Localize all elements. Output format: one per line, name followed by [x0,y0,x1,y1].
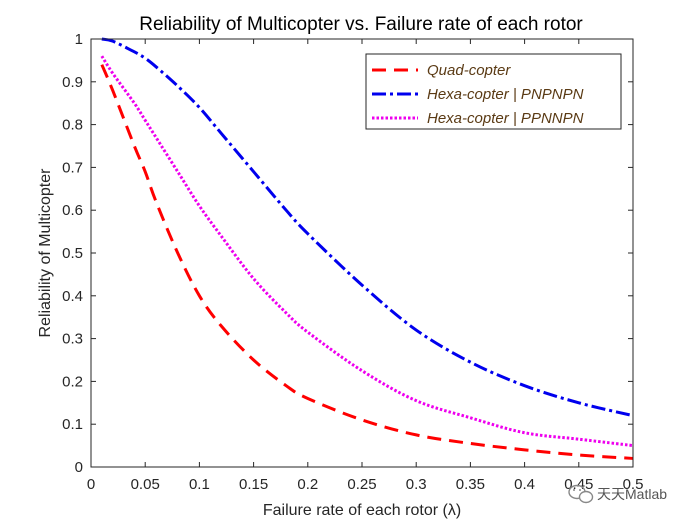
x-axis: 0 0.05 0.1 0.15 0.2 0.25 0.3 0.35 0.4 0.45 0.5 [87,39,644,493]
watermark-text: 天天Matlab [597,486,667,502]
y-axis-label: Reliability of Multicopter [37,168,54,338]
x-tick-label: 0.25 [347,476,376,493]
y-axis: 0 0.1 0.2 0.3 0.4 0.5 0.6 0.7 0.8 0.9 1 [62,31,633,476]
legend-label: Hexa-copter | PNPNPN [427,86,584,103]
x-axis-label: Failure rate of each rotor (λ) [263,502,461,519]
y-tick-label: 0.8 [62,117,83,134]
x-tick-label: 0.45 [564,476,593,493]
x-tick-label: 0.1 [189,476,210,493]
series-line-1 [100,64,634,460]
chart-title: Reliability of Multicopter vs. Failure r… [139,14,583,35]
watermark: 天天Matlab [568,484,667,504]
legend: Quad-copter Hexa-copter | PNPNPN Hexa-copt… [365,53,622,130]
legend-label: Hexa-copter | PPNNPN [427,110,584,127]
x-tick-label: 0.4 [514,476,535,493]
y-tick-label: 0.7 [62,159,83,176]
x-tick-label: 0.5 [623,476,644,493]
y-tick-label: 0.6 [62,202,83,219]
wechat-icon [568,484,594,504]
y-tick-label: 0.5 [62,245,83,262]
y-tick-label: 0.9 [62,74,83,91]
y-tick-label: 0.1 [62,416,83,433]
legend-label: Quad-copter [427,62,511,79]
x-tick-label: 0.05 [131,476,160,493]
legend-entries: Quad-copter Hexa-copter | PNPNPN Hexa-copt… [372,62,584,127]
series-line-3 [100,55,634,448]
x-tick-label: 0.15 [239,476,268,493]
x-tick-label: 0.2 [297,476,318,493]
y-tick-label: 0.2 [62,373,83,390]
x-tick-label: 0.3 [406,476,427,493]
y-tick-label: 1 [75,31,83,48]
y-tick-label: 0 [75,459,83,476]
series-line-2 [101,37,634,418]
y-tick-label: 0.3 [62,331,83,348]
x-tick-label: 0 [87,476,95,493]
series-layer [100,37,634,460]
y-tick-label: 0.4 [62,288,83,305]
x-tick-label: 0.35 [456,476,485,493]
